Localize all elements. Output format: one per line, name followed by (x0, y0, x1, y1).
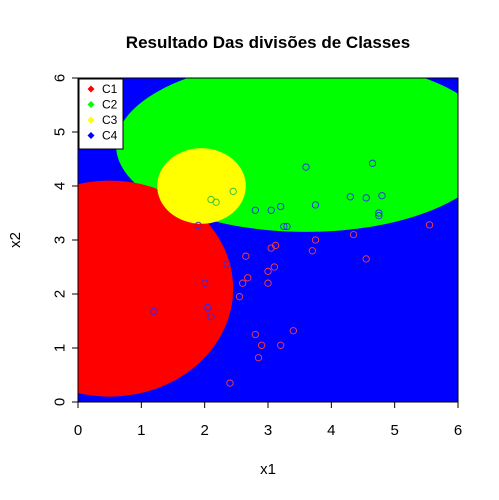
chart-title: Resultado Das divisões de Classes (126, 33, 410, 52)
x-tick-label: 5 (390, 422, 398, 439)
data-point (277, 341, 285, 349)
data-point (425, 221, 434, 229)
data-point (229, 187, 237, 196)
data-point (283, 222, 291, 231)
data-point (362, 194, 370, 202)
y-axis: 0 1 2 3 4 5 6 (51, 74, 78, 406)
data-point (308, 247, 316, 255)
y-tick-label: 2 (51, 290, 68, 298)
legend-box (78, 78, 124, 150)
data-point (264, 267, 272, 275)
legend-label: C2 (102, 98, 118, 112)
y-tick-label: 0 (51, 398, 68, 406)
data-point (251, 330, 259, 339)
data-point (280, 222, 288, 231)
legend-label: C1 (102, 82, 118, 96)
data-point (223, 260, 231, 268)
data-point (212, 198, 220, 206)
y-axis-label: x2 (7, 232, 24, 248)
legend-marker (87, 101, 95, 108)
legend-label: C4 (102, 129, 118, 143)
data-points (150, 159, 434, 387)
data-point (264, 279, 272, 287)
legend-marker (87, 85, 95, 93)
y-tick-label: 4 (51, 182, 68, 190)
data-point (302, 163, 310, 171)
y-tick-label: 6 (51, 74, 68, 82)
region-c1 (78, 180, 234, 397)
data-point (270, 263, 278, 271)
data-point (362, 255, 370, 263)
data-point (239, 279, 247, 287)
data-point (277, 202, 285, 211)
data-point (150, 307, 158, 315)
data-point (258, 341, 266, 349)
x-tick-label: 4 (327, 422, 335, 439)
data-point (311, 201, 320, 209)
x-tick-label: 0 (74, 422, 82, 439)
data-point (207, 313, 215, 321)
data-point (251, 206, 259, 214)
x-tick-label: 3 (264, 422, 272, 439)
data-point (375, 212, 383, 220)
data-point (378, 192, 386, 200)
data-point (368, 159, 377, 167)
x-axis: 0 1 2 3 4 5 6 (74, 402, 462, 439)
data-point (242, 252, 250, 260)
data-point (311, 236, 320, 244)
plot-area (78, 78, 458, 402)
x-axis-label: x1 (260, 461, 276, 478)
data-point (254, 354, 263, 362)
data-point (289, 327, 297, 335)
data-point (346, 193, 354, 201)
x-tick-label: 1 (137, 422, 145, 439)
legend-marker (87, 132, 95, 139)
x-tick-label: 2 (200, 422, 208, 439)
legend-marker (87, 116, 95, 124)
y-tick-label: 3 (51, 236, 68, 244)
data-point (201, 279, 209, 287)
legend-label: C3 (102, 113, 118, 127)
data-point (267, 206, 275, 214)
data-point (349, 230, 358, 239)
data-point (375, 209, 383, 217)
data-point (244, 274, 252, 282)
data-point (271, 241, 280, 250)
region-c3 (157, 148, 246, 224)
data-point (235, 293, 244, 301)
y-tick-label: 5 (51, 128, 68, 136)
data-point (194, 221, 202, 230)
x-tick-label: 6 (454, 422, 462, 439)
y-tick-label: 1 (51, 344, 68, 352)
data-point (226, 379, 234, 387)
data-point (204, 303, 212, 312)
